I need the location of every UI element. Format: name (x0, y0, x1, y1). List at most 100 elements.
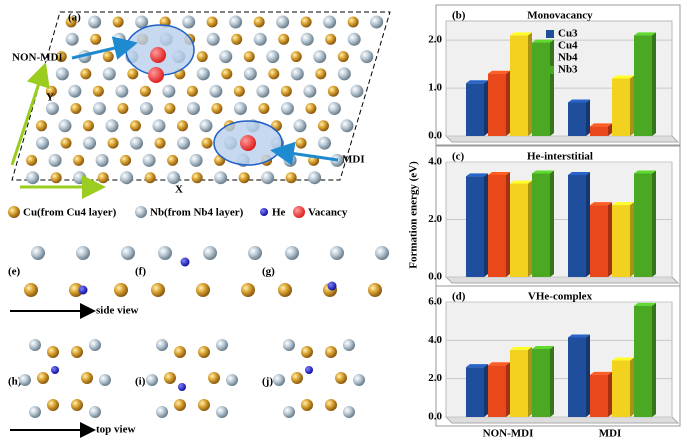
atom (347, 32, 361, 46)
atom (24, 283, 38, 297)
bar-side (528, 346, 532, 417)
atom (127, 68, 139, 80)
atom (268, 68, 280, 80)
subpanel-label: (g) (262, 266, 275, 278)
atom (120, 171, 134, 185)
y-tick-label: 0.0 (428, 130, 442, 142)
atom (317, 120, 329, 132)
bar-top (466, 173, 488, 177)
y-tick-label: 1.0 (428, 82, 442, 94)
bar-top (612, 75, 634, 79)
atom (45, 102, 59, 115)
atom (81, 372, 93, 384)
he-atom (51, 366, 59, 374)
atom (26, 171, 40, 185)
atom (300, 32, 314, 46)
bar (466, 176, 484, 277)
atom (115, 84, 129, 98)
atom (174, 346, 186, 358)
atom (258, 103, 270, 114)
atom (55, 67, 69, 81)
subpanel-label: (i) (135, 376, 146, 388)
atom (89, 406, 101, 418)
y-tick-label: 2.0 (428, 34, 442, 46)
y-tick-label: 0.0 (428, 411, 442, 423)
bar-top (634, 170, 656, 174)
panel-label: (c) (452, 151, 465, 163)
atom (295, 137, 307, 149)
arrow (270, 141, 339, 166)
he-atom (180, 257, 190, 267)
atom (47, 399, 59, 411)
atom (290, 67, 304, 81)
bar-top (488, 70, 510, 74)
atom (303, 84, 317, 98)
atom (353, 374, 365, 386)
atom (92, 102, 106, 115)
bar (568, 337, 586, 417)
bar-side (608, 123, 612, 136)
atom (313, 50, 327, 64)
bar-side (506, 171, 510, 277)
x-tick-label: NON-MDI (483, 428, 534, 440)
bar (634, 305, 652, 417)
bar-top (532, 39, 554, 43)
bar-top (612, 357, 634, 361)
atom (102, 67, 116, 81)
atom (176, 120, 188, 132)
atom (135, 15, 149, 29)
bar-side (506, 70, 510, 136)
legend-text: Vacancy (308, 207, 348, 219)
bar-side (630, 75, 634, 136)
he-atom (327, 281, 337, 291)
x-tick-label: MDI (599, 428, 622, 440)
atom (71, 399, 83, 411)
bar-side (652, 170, 656, 277)
atom (50, 172, 62, 184)
atom (196, 67, 210, 81)
bar (510, 183, 528, 277)
atom (189, 153, 203, 167)
atom (335, 372, 347, 384)
y-tick-label: 2.0 (428, 372, 442, 384)
legend-symbol (293, 206, 305, 218)
atom (19, 374, 31, 386)
atom (231, 33, 243, 45)
bar-side (608, 202, 612, 277)
atom (347, 16, 359, 28)
bar (510, 349, 528, 417)
atom (226, 374, 238, 386)
legend-symbol (8, 206, 20, 218)
legend-text: He (272, 207, 286, 219)
floor (444, 135, 680, 143)
atom (233, 102, 247, 115)
atom (276, 15, 290, 29)
atom (191, 172, 203, 184)
atom (211, 103, 223, 114)
atom (164, 372, 176, 384)
atom (186, 85, 198, 97)
y-tick-label: 4.0 (428, 156, 442, 168)
atom (196, 51, 208, 63)
atom (285, 246, 299, 260)
bar-side (652, 32, 656, 136)
legend-text: Nb(from Nb4 layer) (150, 207, 244, 219)
he-atom (178, 383, 186, 391)
legend-text: Cu3 (558, 28, 578, 40)
vacancy (148, 67, 164, 83)
floor (444, 276, 680, 284)
atom (97, 172, 109, 184)
atom (229, 15, 243, 29)
chart-title: Monovacancy (527, 10, 593, 22)
bar-side (652, 302, 656, 417)
atom (107, 137, 119, 149)
atom (139, 102, 153, 115)
bar-top (634, 32, 656, 36)
atom (29, 339, 41, 351)
atom (370, 15, 384, 29)
bar (612, 205, 630, 277)
atom (280, 102, 294, 115)
bar-side (484, 364, 488, 417)
bar-side (528, 180, 532, 277)
